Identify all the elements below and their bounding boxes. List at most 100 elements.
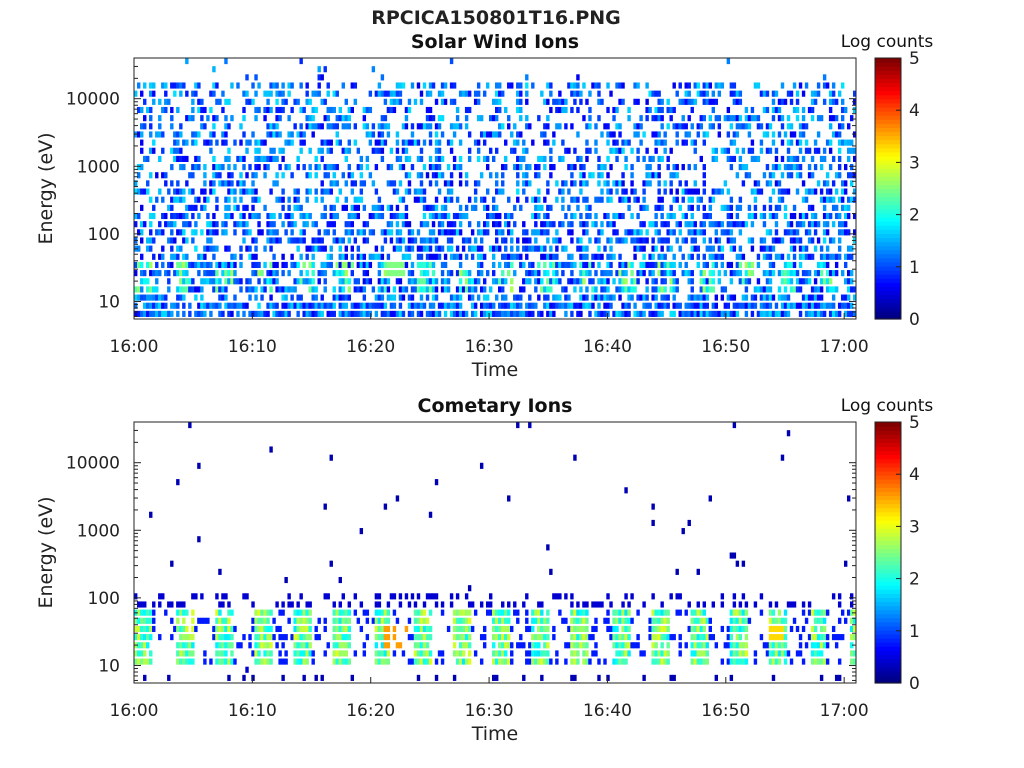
spectrogram-cell — [155, 302, 159, 309]
colorbar-swatch — [875, 290, 901, 296]
spectrogram-cell — [729, 212, 734, 220]
spectrogram-cell — [146, 278, 150, 285]
spectrogram-cell — [504, 278, 508, 285]
spectrogram-cell — [188, 172, 192, 179]
spectrogram-cell — [431, 278, 436, 285]
spectrogram-cell — [627, 310, 631, 317]
spectrogram-cell — [458, 658, 463, 665]
spectrogram-cell — [660, 286, 664, 293]
spectrogram-cell — [549, 172, 553, 179]
spectrogram-cell — [458, 278, 463, 285]
spectrogram-cell — [449, 139, 454, 146]
spectrogram-cell — [167, 261, 171, 269]
colorbar-swatch — [875, 111, 901, 116]
spectrogram-cell — [513, 123, 517, 130]
spectrogram-cell — [762, 310, 767, 317]
spectrogram-cell — [152, 90, 156, 97]
spectrogram-cell — [549, 106, 553, 114]
spectrogram-cell — [326, 123, 330, 130]
spectrogram-cell — [789, 302, 794, 309]
colorbar-swatch — [875, 568, 901, 574]
spectrogram-cell — [200, 278, 204, 285]
spectrogram-cell — [437, 172, 442, 179]
spectrogram-cell — [834, 642, 839, 649]
spectrogram-cell — [308, 115, 312, 122]
spectrogram-cell — [188, 658, 192, 665]
spectrogram-cell — [137, 106, 141, 114]
spectrogram-cell — [558, 593, 562, 600]
spectrogram-cell — [326, 115, 330, 122]
spectrogram-cell — [257, 261, 261, 269]
spectrogram-cell — [344, 270, 348, 277]
spectrogram-cell — [612, 147, 616, 154]
spectrogram-cell — [555, 106, 559, 114]
spectrogram-cell — [152, 253, 156, 260]
spectrogram-cell — [221, 593, 225, 600]
spectrogram-cell — [510, 286, 514, 293]
spectrogram-cell — [305, 650, 309, 657]
spectrogram-cell — [582, 658, 586, 665]
spectrogram-cell — [425, 593, 430, 600]
spectrogram-cell — [531, 617, 535, 624]
spectrogram-cell — [618, 642, 622, 649]
spectrogram-cell — [473, 278, 478, 285]
spectrogram-cell — [401, 650, 406, 657]
spectrogram-cell — [452, 82, 457, 89]
spectrogram-cell — [248, 634, 252, 641]
spectrogram-cell — [227, 155, 231, 162]
spectrogram-cell — [594, 253, 598, 260]
spectrogram-cell — [356, 204, 361, 211]
spectrogram-cell — [410, 237, 415, 244]
spectrogram-cell — [624, 642, 628, 649]
spectrogram-cell — [615, 286, 619, 293]
spectrogram-cell — [834, 261, 839, 269]
spectrogram-cell — [543, 221, 547, 228]
colorbar-swatch — [875, 278, 901, 283]
spectrogram-cell — [666, 98, 670, 105]
spectrogram-cell — [452, 164, 457, 171]
spectrogram-cell — [783, 286, 788, 293]
spectrogram-cell — [519, 82, 523, 89]
spectrogram-cell — [311, 270, 315, 277]
spectrogram-cell — [344, 625, 348, 633]
spectrogram-cell — [323, 503, 327, 510]
spectrogram-cell — [374, 650, 379, 657]
spectrogram-cell — [528, 278, 532, 285]
spectrogram-cell — [269, 212, 273, 220]
spectrogram-cell — [350, 310, 355, 317]
colorbar-swatch — [875, 159, 901, 165]
colorbar-tick-label: 5 — [909, 49, 920, 69]
spectrogram-cell — [678, 593, 682, 600]
spectrogram-cell — [218, 634, 222, 641]
spectrogram-cell — [272, 237, 276, 244]
spectrogram-cell — [428, 609, 433, 616]
spectrogram-cell — [161, 593, 165, 600]
spectrogram-cell — [140, 90, 144, 97]
spectrogram-cell — [585, 650, 589, 657]
spectrogram-cell — [564, 286, 568, 293]
spectrogram-cell — [822, 229, 827, 236]
spectrogram-cell — [284, 212, 288, 220]
spectrogram-cell — [335, 90, 339, 97]
spectrogram-cell — [762, 294, 767, 301]
spectrogram-cell — [771, 658, 776, 665]
spectrogram-cell — [666, 294, 670, 301]
spectrogram-cell — [452, 155, 457, 162]
spectrogram-cell — [543, 253, 547, 260]
spectrogram-cell — [495, 221, 499, 228]
spectrogram-cell — [567, 294, 571, 301]
spectrogram-cell — [666, 270, 670, 277]
spectrogram-cell — [347, 221, 351, 228]
spectrogram-cell — [254, 90, 258, 97]
spectrogram-cell — [573, 261, 577, 269]
spectrogram-cell — [795, 98, 800, 105]
spectrogram-cell — [485, 294, 490, 301]
spectrogram-cell — [314, 106, 318, 114]
spectrogram-cell — [149, 106, 153, 114]
spectrogram-cell — [449, 237, 454, 244]
spectrogram-cell — [254, 196, 258, 203]
spectrogram-cell — [534, 196, 538, 203]
spectrogram-cell — [735, 123, 740, 130]
spectrogram-cell — [203, 180, 207, 187]
spectrogram-cell — [654, 286, 658, 293]
